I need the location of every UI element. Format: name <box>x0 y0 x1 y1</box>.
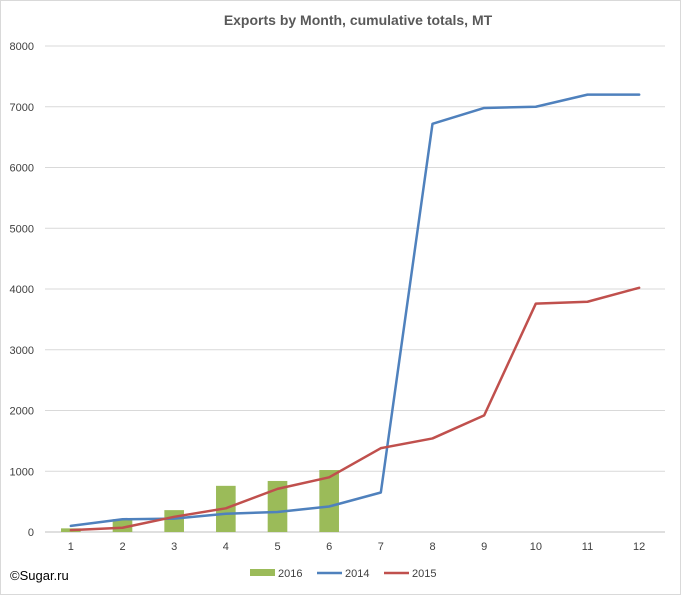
bar <box>164 510 184 532</box>
x-tick-label: 5 <box>274 541 280 553</box>
y-tick-label: 4000 <box>10 284 34 296</box>
y-tick-label: 5000 <box>10 223 34 235</box>
y-tick-label: 1000 <box>10 466 34 478</box>
bar <box>267 480 288 532</box>
x-tick-label: 11 <box>582 541 593 553</box>
x-tick-label: 4 <box>223 541 229 553</box>
legend: 2016 2014 2015 <box>250 568 436 580</box>
series-line <box>69 93 641 528</box>
x-tick-label: 3 <box>171 541 177 553</box>
y-tick-label: 8000 <box>10 41 34 53</box>
x-axis: 1 2 3 4 5 6 7 8 9 10 11 12 <box>68 541 646 553</box>
y-tick-label: 0 <box>28 527 34 539</box>
x-tick-label: 6 <box>326 541 332 553</box>
y-tick-label: 2000 <box>10 406 34 418</box>
y-tick-label: 6000 <box>10 163 34 175</box>
y-tick-label: 7000 <box>10 102 34 114</box>
source-credit: ©Sugar.ru <box>10 568 69 583</box>
gridlines <box>45 45 665 533</box>
series-line <box>69 286 641 532</box>
chart-title: Exports by Month, cumulative totals, MT <box>224 12 493 28</box>
y-tick-label: 3000 <box>10 345 34 357</box>
legend-label: 2014 <box>345 568 369 580</box>
lines <box>69 93 641 532</box>
bar <box>319 470 339 532</box>
y-axis: 0 1000 2000 3000 4000 5000 6000 7000 8000 <box>10 41 34 539</box>
x-tick-label: 12 <box>633 541 645 553</box>
legend-label: 2015 <box>412 568 436 580</box>
x-tick-label: 9 <box>481 541 487 553</box>
x-tick-label: 10 <box>530 541 542 553</box>
x-tick-label: 7 <box>378 541 384 553</box>
x-tick-label: 2 <box>119 541 125 553</box>
x-tick-label: 1 <box>68 541 74 553</box>
legend-swatch <box>250 569 275 576</box>
x-tick-label: 8 <box>429 541 435 553</box>
legend-label: 2016 <box>278 568 302 580</box>
